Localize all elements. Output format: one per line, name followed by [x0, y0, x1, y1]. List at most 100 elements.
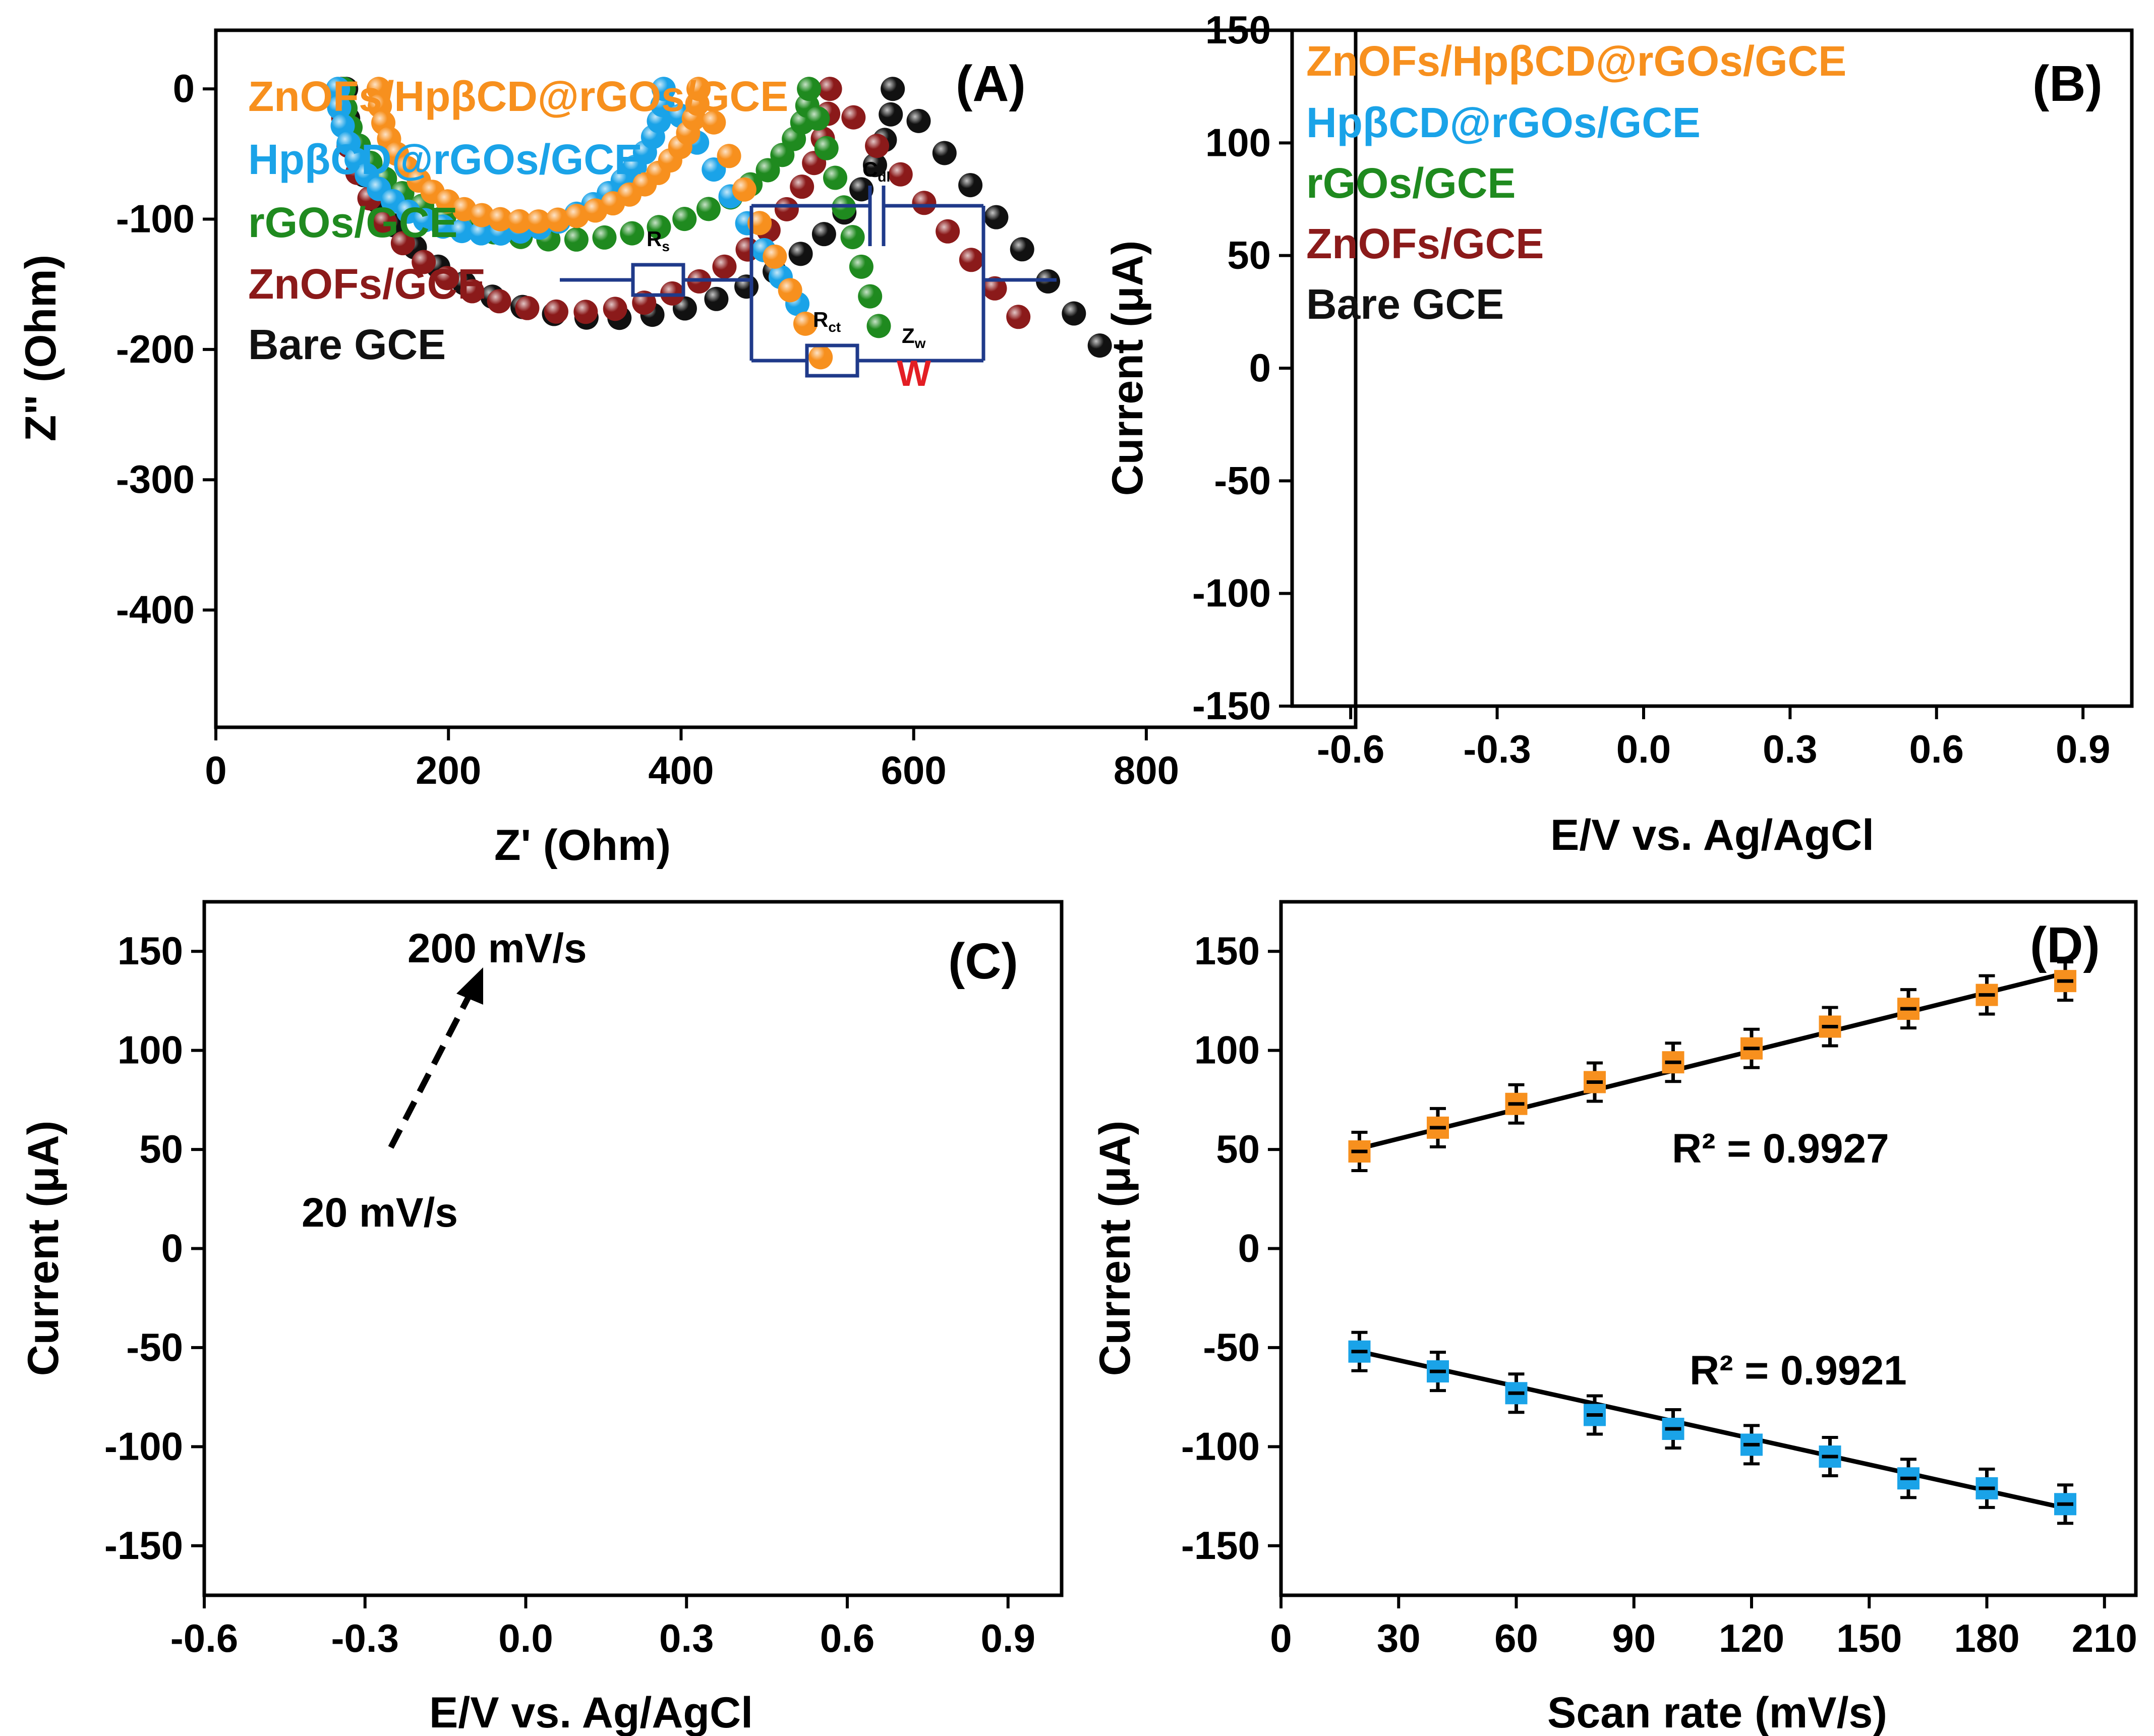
panel-a-label: (A): [956, 55, 1026, 112]
panel-a-point: [879, 102, 903, 127]
panel-a-point: [849, 254, 874, 279]
annotation-200mvs: 200 mV/s: [407, 925, 587, 971]
panel-a-point: [793, 311, 818, 336]
panel-d-plot: [1348, 960, 2077, 1525]
panel-a-point: [841, 105, 866, 130]
panel-a-point: [603, 297, 627, 321]
panel-a-xlabel: Z' (Ohm): [494, 821, 671, 870]
panel-d-xtick-label: 0: [1270, 1616, 1292, 1660]
panel-a-point: [1062, 301, 1086, 326]
panel-a-point: [1006, 305, 1031, 329]
panel-b-ytick-label: -50: [1214, 458, 1271, 502]
panel-a-ytick-label: -200: [116, 327, 195, 371]
panel-b-ytick-label: 100: [1205, 120, 1271, 164]
panel-a-point: [778, 278, 802, 303]
panel-b-legend: ZnOFs/HpβCD@rGOs/GCE HpβCD@rGOs/GCE rGOs…: [1306, 37, 1846, 328]
panel-a-point: [717, 144, 741, 168]
panel-a-point: [620, 221, 645, 246]
panel-a-point: [712, 254, 737, 279]
panel-c-frame: [202, 900, 1064, 1597]
legend-a-2: rGOs/GCE: [248, 199, 457, 246]
annotation-20mvs: 20 mV/s: [302, 1190, 458, 1236]
panel-a-point: [390, 231, 415, 256]
equivalent-circuit: Rs Cdl Rct Zw W: [560, 157, 1057, 394]
panel-a-point: [865, 134, 890, 158]
panel-a-point: [449, 219, 474, 244]
panel-a-point: [686, 77, 711, 101]
panel-a-point: [881, 77, 905, 101]
panel-c-xtick-label: 0.9: [981, 1616, 1035, 1660]
panel-a-point: [546, 207, 570, 232]
panel-a-point: [932, 141, 957, 165]
panel-a-point: [811, 222, 836, 247]
panel-a-point: [573, 300, 598, 324]
panel-a-point: [435, 266, 459, 291]
panel-b-xtick-label: 0.6: [1909, 727, 1964, 771]
panel-d-ylabel: Current (μA): [1091, 1121, 1139, 1376]
panel-a-frame: [214, 28, 1358, 729]
panel-a-point: [790, 175, 814, 199]
panel-a-plot: [326, 77, 1112, 370]
panel-a-point: [797, 77, 822, 101]
legend-a-0: ZnOFs/HpβCD@rGOs/GCE: [248, 73, 788, 120]
panel-d-label: (D): [2030, 917, 2100, 973]
panel-a-xtick-label: 200: [416, 748, 481, 792]
panel-a-point: [755, 158, 780, 183]
panel-a-point: [487, 289, 511, 314]
panel-d-fit-line: [1359, 1349, 2066, 1511]
panel-a-point: [912, 191, 937, 215]
panel-a-ticks: 0 200 400 600 800 0 -100 -200 -300 -400: [116, 66, 1179, 792]
panel-a-xtick-label: 0: [205, 748, 226, 792]
panel-b-ticks: -0.6 -0.3 0.0 0.3 0.6 0.9 -150 -100 -50 0 50 100 150: [1192, 8, 2111, 771]
panel-a-point: [788, 242, 813, 266]
panel-a-xtick-label: 400: [648, 748, 714, 792]
panel-a-point: [732, 177, 756, 202]
panel-a-point: [747, 211, 772, 236]
panel-a-point: [326, 77, 351, 101]
panel-a-point: [704, 286, 729, 311]
panel-a-point: [470, 203, 494, 227]
panel-a-point: [763, 244, 787, 269]
warburg-symbol: W: [897, 354, 931, 394]
panel-b-xtick-label: 0.9: [2056, 727, 2110, 771]
panel-a-point: [774, 197, 799, 221]
rs-label: Rs: [647, 227, 670, 254]
panel-d-ticks: 0 30 60 90 120 150 180 210 -150 -100 -50 0 50 100 150: [1181, 929, 2137, 1660]
legend-a-4: Bare GCE: [248, 321, 446, 368]
panel-d-frame: [1279, 900, 2138, 1597]
panel-a-point: [866, 314, 891, 338]
panel-b-ylabel: Current (μA): [1103, 241, 1152, 496]
r2-anodic: R² = 0.9927: [1672, 1126, 1889, 1172]
panel-d-fit-line: [1359, 971, 2066, 1151]
panel-a-point: [840, 225, 865, 250]
legend-b-4: Bare GCE: [1306, 280, 1504, 328]
panel-a-point: [958, 173, 983, 198]
panel-a-ytick-label: -100: [116, 197, 195, 241]
panel-b-xtick-label: 0.0: [1616, 727, 1671, 771]
panel-a-point: [808, 345, 833, 370]
panel-a-point: [1087, 333, 1112, 358]
panel-a-point: [412, 250, 436, 274]
panel-b-xtick-label: -0.3: [1463, 727, 1531, 771]
panel-a-point: [862, 153, 887, 178]
panel-c-ytick-label: -150: [104, 1523, 183, 1568]
panel-a: 0 200 400 600 800 0 -100 -200 -300 -400 (A) Z' (O…: [17, 28, 1358, 870]
panel-a-ytick-label: 0: [173, 66, 195, 110]
arrow-head-icon: [456, 967, 483, 1005]
panel-c-xtick-label: 0.3: [659, 1616, 714, 1660]
panel-d-xtick-label: 180: [1954, 1616, 2019, 1660]
panel-a-point: [734, 274, 759, 299]
panel-a-point: [906, 108, 931, 133]
panel-a-point: [936, 219, 960, 244]
panel-a-point: [849, 177, 874, 202]
panel-c-ytick-label: 150: [118, 929, 183, 973]
panel-d-ytick-label: 0: [1238, 1226, 1260, 1270]
panel-a-point: [564, 204, 589, 228]
cdl-label: Cdl: [862, 157, 890, 185]
panel-a-point: [526, 209, 551, 234]
legend-b-2: rGOs/GCE: [1306, 159, 1516, 207]
panel-c-xtick-label: -0.3: [331, 1616, 399, 1660]
panel-a-point: [431, 214, 455, 239]
